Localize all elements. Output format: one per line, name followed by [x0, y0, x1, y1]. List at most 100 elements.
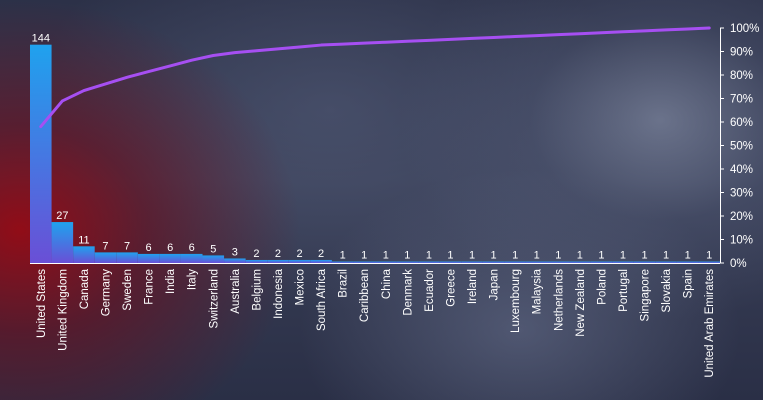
- x-tick-label: Spain: [683, 269, 695, 298]
- bar-mexico: [288, 259, 311, 263]
- right-axis-tick-labels: 0% 10% 20% 30% 40% 50% 60% 70% 80% 90% 100%: [720, 23, 759, 270]
- bar-japan: [482, 261, 505, 263]
- data-label: 1: [706, 249, 712, 261]
- x-tick-label: Portugal: [618, 269, 630, 312]
- bar-sweden: [116, 252, 138, 263]
- x-tick-label: Italy: [187, 269, 199, 290]
- bar-malaysia: [525, 261, 548, 263]
- x-tick-label: Switzerland: [208, 269, 220, 328]
- bar-germany: [94, 252, 117, 263]
- data-label: 1: [404, 249, 410, 261]
- data-label: 2: [296, 248, 302, 260]
- data-label: 1: [685, 249, 691, 261]
- x-tick-label: Singapore: [640, 269, 652, 321]
- bar-indonesia: [267, 259, 289, 263]
- bar-ecuador: [418, 261, 440, 263]
- bar-brazil: [331, 261, 354, 263]
- x-tick-label: Indonesia: [273, 268, 285, 318]
- bar-ireland: [461, 261, 483, 263]
- x-tick-label: China: [381, 268, 393, 299]
- right-axis-tick-label: 70%: [730, 94, 753, 106]
- bar-united-kingdom: [51, 222, 74, 263]
- bar-series: [30, 44, 720, 264]
- data-label: 1: [620, 249, 626, 261]
- right-axis-tick-label: 30%: [730, 188, 753, 200]
- data-label: 1: [426, 249, 432, 261]
- data-label: 5: [210, 243, 216, 255]
- data-label: 1: [512, 249, 518, 261]
- x-tick-label: United Arab Emirates: [704, 269, 716, 378]
- data-label: 27: [56, 210, 68, 222]
- right-axis-tick-label: 90%: [730, 47, 753, 59]
- bar-poland: [590, 261, 613, 263]
- bar-caribbean: [353, 261, 375, 263]
- x-tick-label: Ecuador: [424, 269, 436, 312]
- data-label: 1: [577, 249, 583, 261]
- bar-italy: [180, 253, 203, 263]
- bar-switzerland: [202, 255, 225, 263]
- x-tick-label: Malaysia: [532, 268, 544, 314]
- data-label: 1: [491, 249, 497, 261]
- right-axis-tick-label: 20%: [730, 211, 753, 223]
- data-label: 1: [598, 249, 604, 261]
- bar-united-arab-emirates: [698, 261, 720, 263]
- x-tick-label: New Zealand: [575, 269, 587, 337]
- bar-south-africa: [310, 259, 332, 263]
- bar-spain: [676, 261, 699, 263]
- data-label: 1: [641, 249, 647, 261]
- x-tick-label: France: [144, 269, 156, 305]
- data-label: 1: [534, 249, 540, 261]
- data-label: 2: [253, 248, 259, 260]
- data-label: 6: [167, 242, 173, 254]
- data-label: 1: [340, 249, 346, 261]
- data-label: 1: [383, 249, 389, 261]
- x-tick-label: Australia: [230, 268, 242, 313]
- bar-slovakia: [655, 261, 677, 263]
- x-tick-label: Luxembourg: [510, 269, 522, 333]
- x-tick-label: Japan: [489, 269, 501, 300]
- data-label: 1: [555, 249, 561, 261]
- bar-australia: [224, 258, 246, 263]
- right-axis-tick-label: 0%: [730, 258, 747, 270]
- data-label: 1: [469, 249, 475, 261]
- x-tick-label: Brazil: [338, 269, 350, 298]
- x-tick-label: Poland: [596, 269, 608, 305]
- data-label: 1: [447, 249, 453, 261]
- x-tick-label: Greece: [445, 269, 457, 307]
- data-label: 6: [189, 242, 195, 254]
- data-label: 2: [318, 248, 324, 260]
- x-tick-label: Canada: [79, 268, 91, 309]
- cumulative-percent-line: [39, 26, 711, 129]
- data-label: 1: [361, 249, 367, 261]
- bar-denmark: [396, 261, 419, 263]
- x-tick-label: Denmark: [402, 269, 414, 316]
- bar-belgium: [245, 259, 268, 263]
- x-tick-label: Germany: [100, 269, 112, 317]
- data-label: 11: [78, 234, 89, 246]
- x-tick-label: Ireland: [467, 269, 479, 304]
- x-tick-label: South Africa: [316, 268, 328, 331]
- bar-canada: [73, 246, 95, 263]
- right-axis-tick-label: 100%: [730, 23, 759, 35]
- right-axis-tick-label: 10%: [730, 235, 753, 247]
- data-label: 144: [32, 33, 50, 45]
- data-label: 1: [663, 249, 669, 261]
- right-axis-tick-label: 50%: [730, 141, 753, 153]
- x-tick-label: Sweden: [122, 269, 134, 311]
- bar-luxembourg: [504, 261, 526, 263]
- bar-greece: [439, 261, 462, 263]
- x-tick-label: Slovakia: [661, 268, 673, 312]
- bar-new-zealand: [569, 261, 591, 263]
- bar-china: [375, 261, 397, 263]
- bar-singapore: [633, 261, 656, 263]
- x-tick-label: Mexico: [295, 269, 307, 305]
- x-tick-label: United States: [36, 269, 48, 338]
- x-tick-label: India: [165, 268, 177, 294]
- data-label: 2: [275, 248, 281, 260]
- right-axis-tick-label: 60%: [730, 117, 753, 129]
- bar-united-states: [30, 44, 52, 264]
- x-axis-tick-labels: United States United Kingdom Canada Germany…: [36, 268, 716, 377]
- x-tick-label: Caribbean: [359, 269, 371, 322]
